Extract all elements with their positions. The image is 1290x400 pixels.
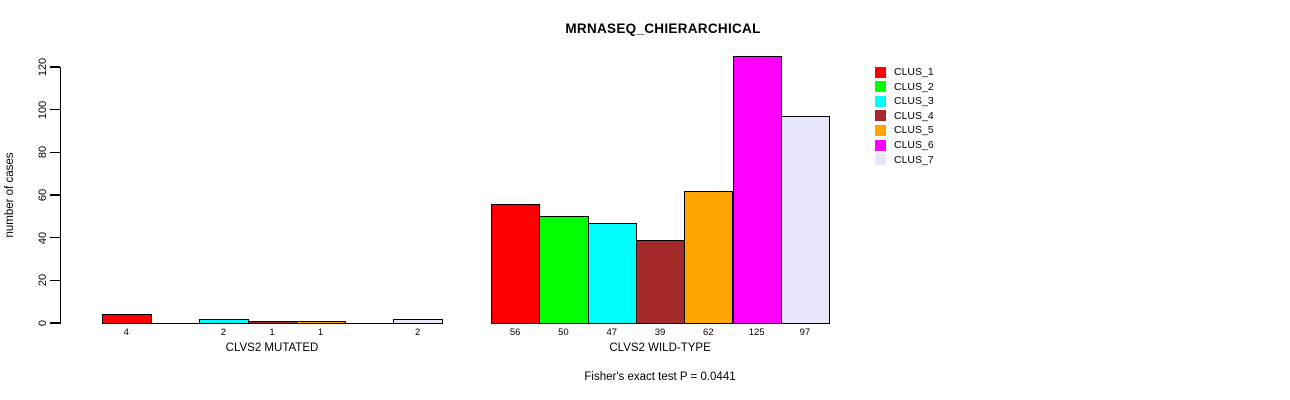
legend-label: CLUS_3 (894, 95, 934, 108)
bar-clus_4-wildtype (635, 239, 686, 324)
bar-clus_5-wildtype (684, 190, 734, 324)
y-tick-label: 20 (37, 274, 49, 287)
bar-value-label: 1 (269, 327, 275, 338)
legend-label: CLUS_5 (894, 124, 934, 137)
bar-clus_3-mutated (199, 318, 249, 324)
y-tick-label: 40 (37, 231, 49, 244)
fisher-test-note: Fisher's exact test P = 0.0441 (584, 371, 736, 383)
y-axis-line (60, 67, 62, 324)
legend-item-clus_3: CLUS_3 (875, 95, 934, 107)
y-tick-label: 100 (37, 100, 49, 119)
y-tick-label: 0 (37, 319, 49, 327)
bar-value-label: 2 (415, 327, 421, 338)
legend-label: CLUS_2 (894, 80, 934, 93)
group-label-mutated: CLVS2 MUTATED (225, 342, 319, 354)
bar-value-label: 62 (703, 327, 714, 338)
bar-value-label: 125 (748, 327, 765, 338)
bar-value-label: 47 (606, 327, 618, 338)
legend-swatch-clus_7 (875, 154, 886, 166)
legend-label: CLUS_7 (894, 153, 934, 166)
y-tick-mark (50, 151, 60, 153)
y-tick-mark (50, 194, 60, 196)
y-tick-mark (50, 66, 60, 68)
y-axis-label: number of cases (4, 152, 16, 238)
group-label-wildtype: CLVS2 WILD-TYPE (609, 342, 711, 354)
bar-clus_4-mutated (247, 320, 298, 324)
y-tick-mark (50, 237, 60, 239)
legend-swatch-clus_1 (875, 66, 886, 78)
y-tick-label: 120 (37, 57, 49, 77)
y-tick-label: 80 (37, 146, 49, 159)
legend-label: CLUS_1 (894, 66, 934, 78)
legend-swatch-clus_5 (875, 124, 886, 136)
legend-item-clus_4: CLUS_4 (875, 110, 934, 122)
bar-clus_5-mutated (296, 320, 346, 324)
bar-value-label: 39 (654, 327, 666, 338)
chart-title: MRNASEQ_CHIERARCHICAL (565, 21, 761, 36)
y-tick-mark (50, 322, 60, 324)
legend-swatch-clus_6 (875, 139, 886, 151)
bar-clus_1-mutated (102, 313, 152, 324)
bar-clus_1-wildtype (491, 203, 541, 324)
y-tick-mark (50, 109, 60, 111)
bar-value-label: 50 (558, 327, 569, 338)
legend-item-clus_7: CLUS_7 (875, 154, 934, 166)
legend-label: CLUS_6 (894, 139, 934, 151)
legend-swatch-clus_2 (875, 81, 886, 93)
bar-clus_3-wildtype (587, 222, 637, 324)
bar-value-label: 4 (123, 327, 129, 338)
legend-label: CLUS_4 (894, 109, 934, 122)
bar-clus_7-mutated (393, 318, 443, 324)
bar-value-label: 97 (799, 327, 811, 338)
y-tick-label: 60 (37, 188, 49, 202)
legend-item-clus_1: CLUS_1 (875, 66, 934, 78)
legend-item-clus_5: CLUS_5 (875, 124, 934, 136)
bar-value-label: 56 (509, 327, 521, 338)
bar-clus_6-wildtype (732, 55, 782, 324)
bar-value-label: 1 (317, 327, 324, 338)
y-tick-mark (50, 279, 60, 281)
legend-item-clus_6: CLUS_6 (875, 139, 934, 151)
legend-swatch-clus_3 (875, 95, 886, 107)
bar-clus_2-wildtype (539, 215, 589, 324)
legend-item-clus_2: CLUS_2 (875, 81, 934, 93)
bar-clus_7-wildtype (780, 115, 831, 324)
bar-value-label: 2 (220, 327, 227, 338)
legend-swatch-clus_4 (875, 110, 886, 122)
